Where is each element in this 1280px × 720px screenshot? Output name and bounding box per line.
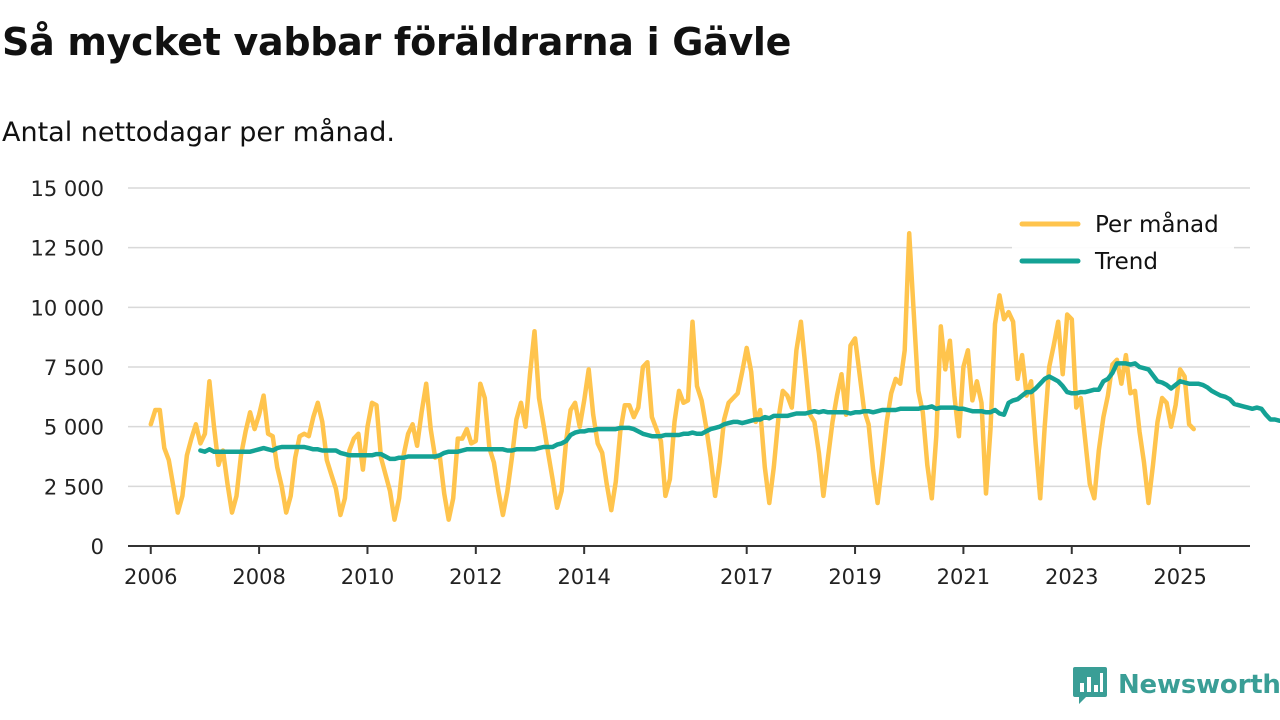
chart-title: Så mycket vabbar föräldrarna i Gävle — [2, 20, 792, 64]
x-tick-label: 2012 — [449, 565, 502, 589]
series-lines — [148, 231, 1280, 522]
x-tick-label: 2008 — [232, 565, 285, 589]
legend: Per månad Trend — [1012, 202, 1234, 284]
x-tick-label: 2025 — [1153, 565, 1206, 589]
legend-background — [1012, 202, 1234, 284]
series-line-per-manad — [148, 231, 1196, 522]
x-tick-label: 2014 — [557, 565, 610, 589]
y-tick-label: 0 — [91, 535, 104, 559]
x-tick-label: 2010 — [341, 565, 394, 589]
y-tick-label: 2 500 — [44, 475, 104, 499]
series-line-trend — [198, 361, 1280, 462]
x-tick-label: 2006 — [124, 565, 177, 589]
y-tick-label: 12 500 — [31, 237, 104, 261]
y-tick-label: 10 000 — [31, 296, 104, 320]
brand: Newsworthy — [1072, 664, 1280, 706]
x-tick-label: 2023 — [1045, 565, 1098, 589]
legend-label-per-manad: Per månad — [1095, 210, 1219, 238]
y-axis-ticks: 0 2 500 5 000 7 500 10 000 12 500 15 000 — [31, 177, 104, 559]
y-tick-label: 7 500 — [44, 356, 104, 380]
y-tick-label: 15 000 — [31, 177, 104, 201]
x-tick-label: 2019 — [828, 565, 881, 589]
chart-subtitle: Antal nettodagar per månad. — [2, 117, 395, 148]
x-axis: 2006 2008 2010 2012 2014 2017 2019 2021 2023 2025 — [124, 545, 1250, 589]
y-tick-label: 5 000 — [44, 416, 104, 440]
newsworthy-logo-icon — [1073, 667, 1107, 704]
x-tick-label: 2017 — [720, 565, 773, 589]
brand-name: Newsworthy — [1118, 670, 1280, 700]
legend-label-trend: Trend — [1094, 249, 1158, 275]
x-tick-label: 2021 — [937, 565, 990, 589]
